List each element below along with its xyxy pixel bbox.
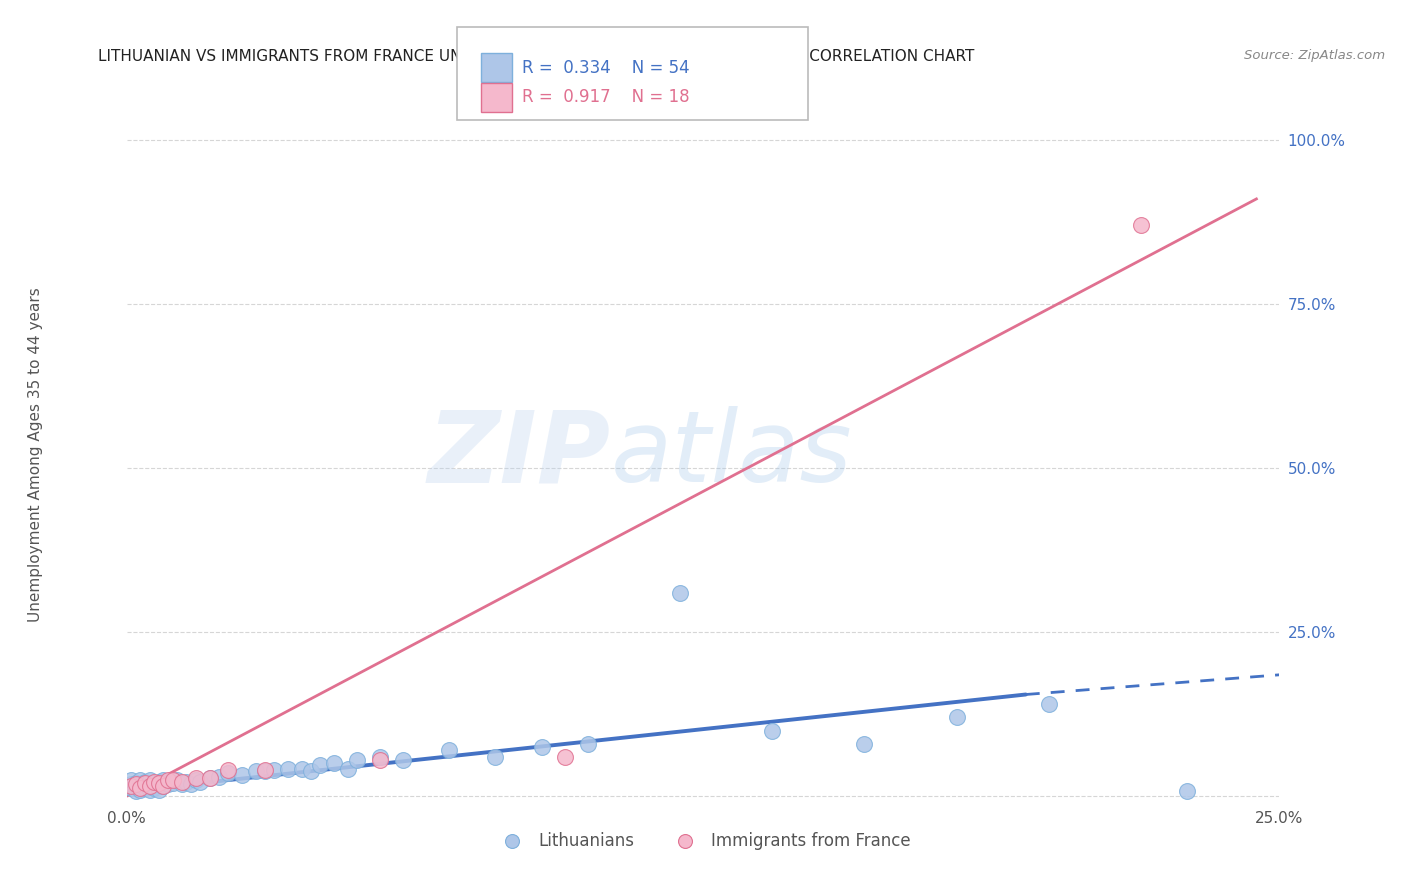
Point bbox=[263, 763, 285, 777]
Point bbox=[134, 781, 156, 796]
Point bbox=[125, 777, 148, 791]
Point bbox=[138, 780, 160, 794]
Point bbox=[217, 763, 239, 777]
Text: Unemployment Among Ages 35 to 44 years: Unemployment Among Ages 35 to 44 years bbox=[28, 287, 42, 623]
Legend: Lithuanians, Immigrants from France: Lithuanians, Immigrants from France bbox=[488, 826, 918, 857]
Point bbox=[184, 772, 207, 787]
Point bbox=[166, 772, 188, 787]
Point bbox=[245, 764, 267, 779]
Point bbox=[484, 749, 506, 764]
Point bbox=[198, 771, 221, 785]
Point bbox=[170, 774, 193, 789]
Point bbox=[180, 777, 202, 791]
Point bbox=[157, 777, 180, 791]
Text: R =  0.334    N = 54: R = 0.334 N = 54 bbox=[522, 59, 689, 77]
Point bbox=[125, 776, 148, 790]
Point bbox=[217, 766, 239, 780]
Point bbox=[162, 772, 184, 787]
Point bbox=[152, 780, 174, 794]
Point bbox=[291, 762, 314, 776]
Point bbox=[299, 764, 322, 779]
Point bbox=[148, 782, 170, 797]
Point bbox=[198, 771, 221, 785]
Point bbox=[253, 763, 276, 777]
Point bbox=[138, 782, 160, 797]
Point bbox=[392, 753, 415, 767]
Point bbox=[134, 776, 156, 790]
Point bbox=[120, 772, 142, 787]
Point bbox=[143, 774, 166, 789]
Point bbox=[129, 777, 152, 791]
Point bbox=[148, 776, 170, 790]
Point bbox=[157, 772, 180, 787]
Point bbox=[125, 780, 148, 794]
Point bbox=[125, 784, 148, 798]
Point bbox=[208, 770, 231, 784]
Point bbox=[129, 782, 152, 797]
Point bbox=[277, 762, 299, 776]
Point bbox=[138, 777, 160, 791]
Point bbox=[346, 753, 368, 767]
Point bbox=[368, 749, 391, 764]
Point bbox=[1130, 218, 1153, 232]
Point bbox=[253, 764, 276, 779]
Text: R =  0.917    N = 18: R = 0.917 N = 18 bbox=[522, 88, 689, 106]
Point bbox=[129, 781, 152, 796]
Point bbox=[162, 776, 184, 790]
Point bbox=[120, 781, 142, 796]
Point bbox=[138, 772, 160, 787]
Point bbox=[152, 772, 174, 787]
Point bbox=[148, 774, 170, 789]
Point bbox=[368, 753, 391, 767]
Point bbox=[184, 771, 207, 785]
Text: ZIP: ZIP bbox=[427, 407, 610, 503]
Point bbox=[576, 737, 599, 751]
Point bbox=[336, 762, 359, 776]
Point bbox=[143, 781, 166, 796]
Point bbox=[669, 586, 692, 600]
Point bbox=[231, 768, 253, 782]
Point bbox=[530, 739, 553, 754]
Point bbox=[853, 737, 876, 751]
Point bbox=[945, 710, 967, 724]
Point bbox=[176, 774, 198, 789]
Point bbox=[309, 757, 332, 772]
Point bbox=[188, 774, 211, 789]
Point bbox=[129, 772, 152, 787]
Text: atlas: atlas bbox=[610, 407, 852, 503]
Point bbox=[554, 749, 576, 764]
Point bbox=[120, 780, 142, 794]
Point bbox=[170, 777, 193, 791]
Point bbox=[143, 776, 166, 790]
Text: Source: ZipAtlas.com: Source: ZipAtlas.com bbox=[1244, 49, 1385, 62]
Point bbox=[152, 780, 174, 794]
Point bbox=[323, 756, 346, 771]
Point bbox=[439, 743, 461, 757]
Point bbox=[1175, 784, 1198, 798]
Point bbox=[761, 723, 783, 738]
Point bbox=[120, 777, 142, 791]
Point bbox=[1038, 698, 1060, 712]
Text: LITHUANIAN VS IMMIGRANTS FROM FRANCE UNEMPLOYMENT AMONG AGES 35 TO 44 YEARS CORR: LITHUANIAN VS IMMIGRANTS FROM FRANCE UNE… bbox=[98, 49, 974, 64]
Point bbox=[134, 774, 156, 789]
